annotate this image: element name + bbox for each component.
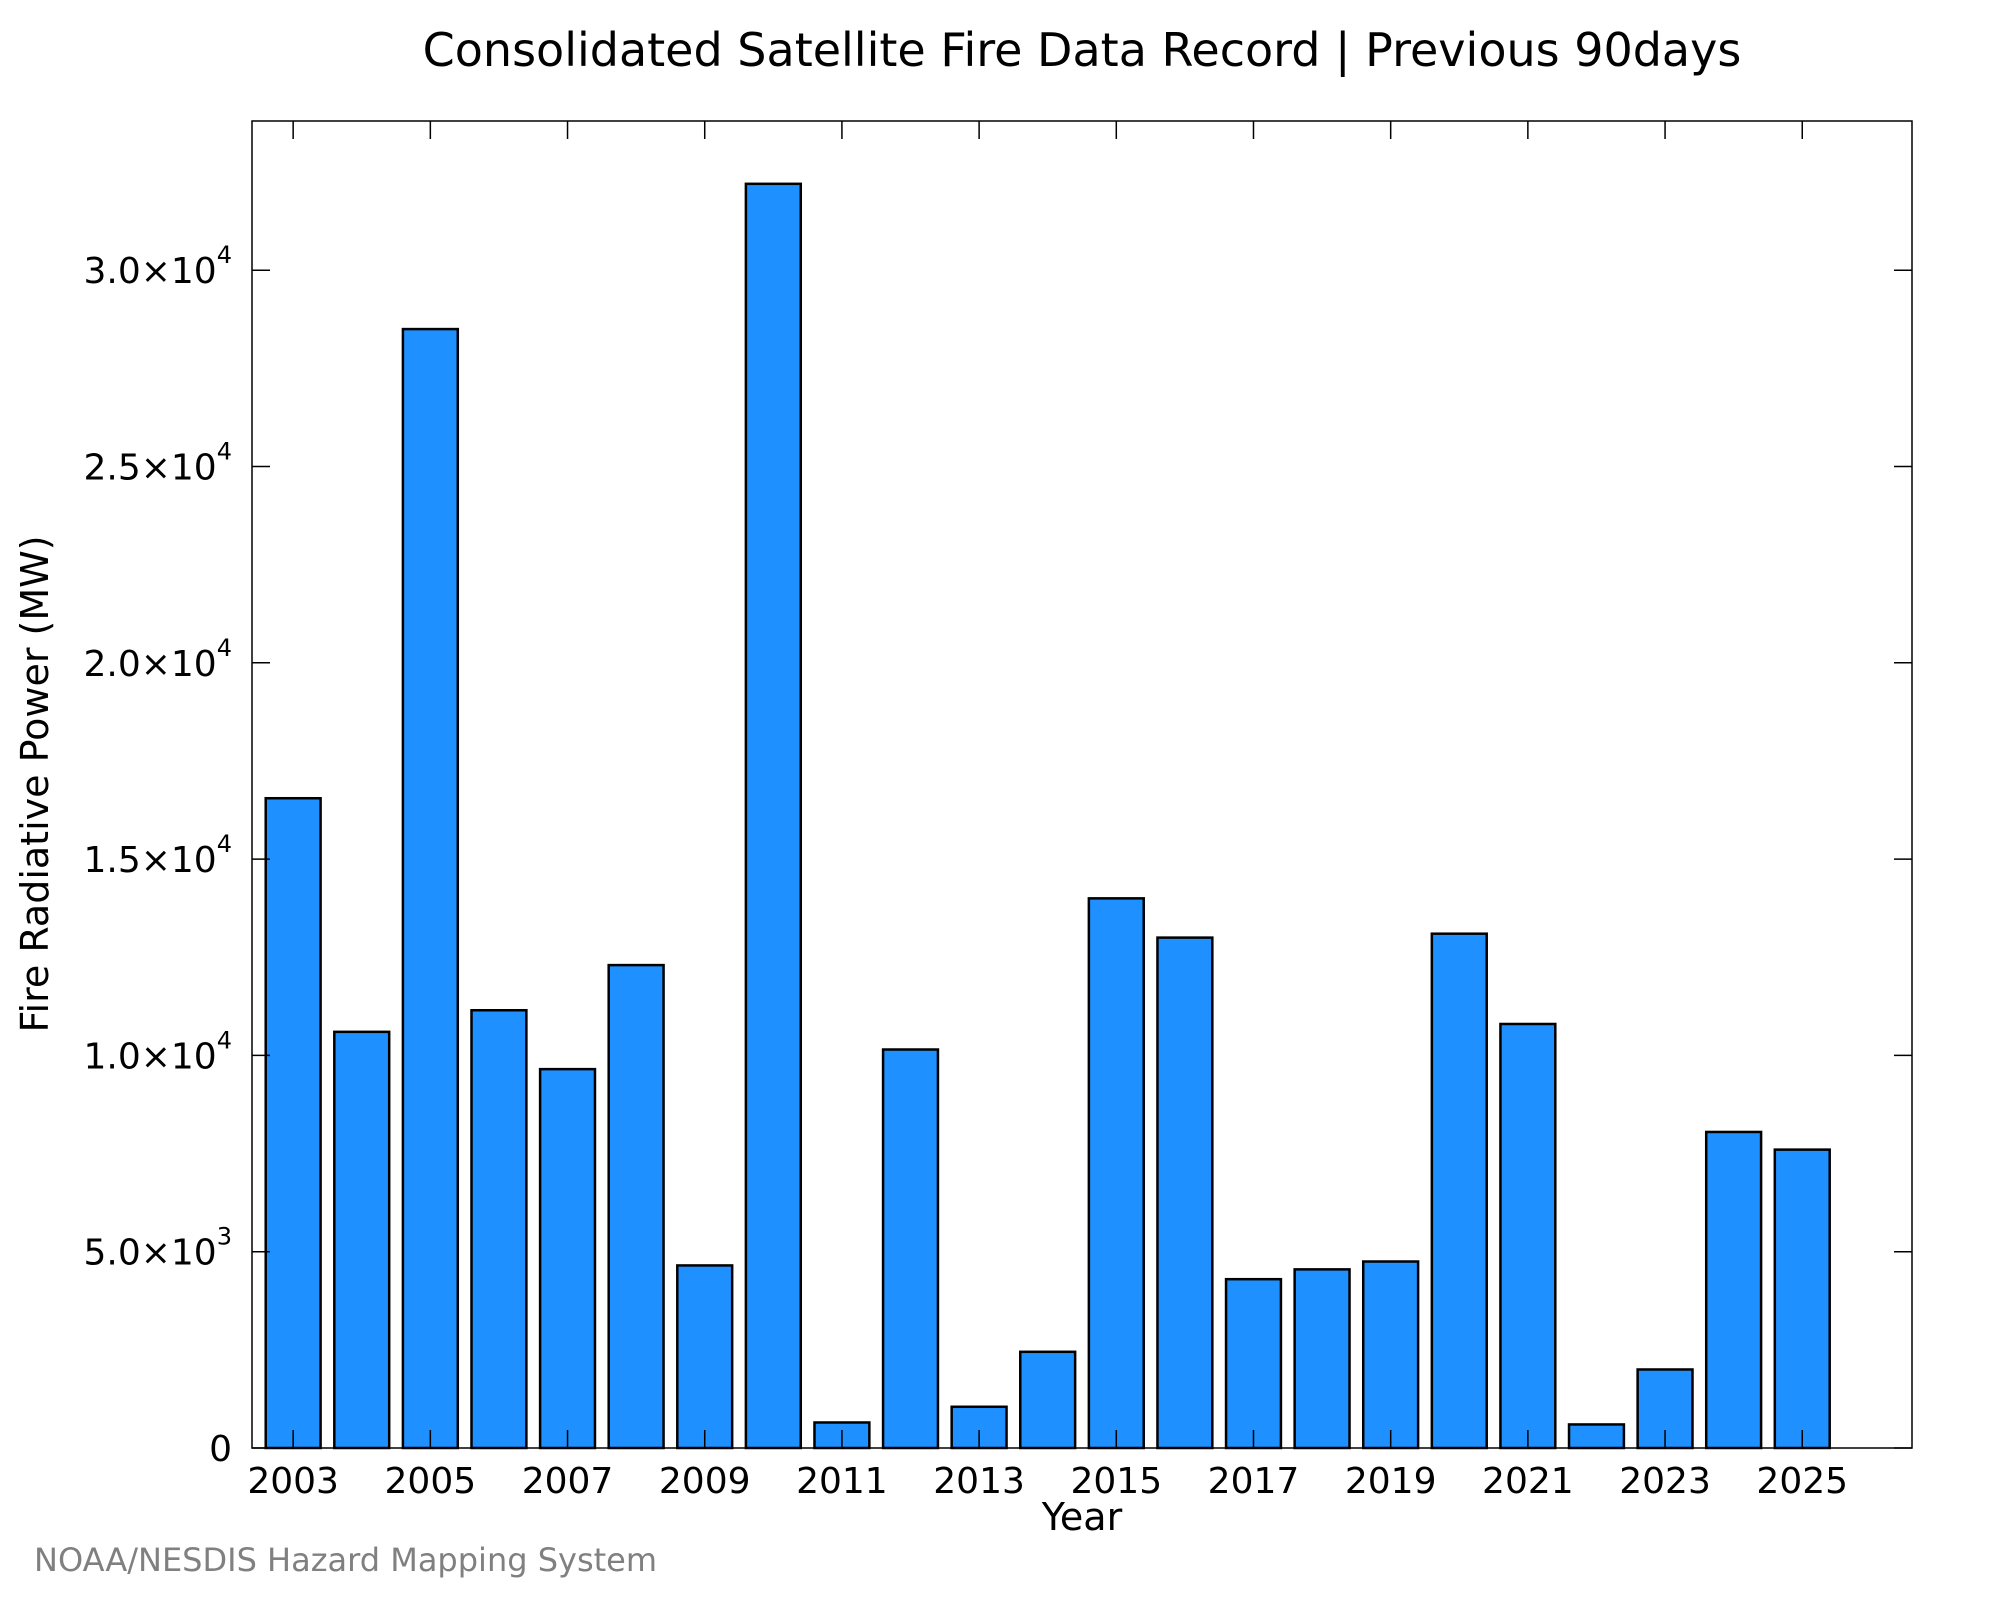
x-tick-label: 2005 <box>385 1461 477 1502</box>
x-tick-label: 2021 <box>1482 1461 1574 1502</box>
y-tick-label: 2.0×104 <box>83 634 232 685</box>
bar-2018 <box>1293 1268 1351 1450</box>
bar-2019 <box>1361 1260 1420 1450</box>
bar-2021 <box>1499 1022 1557 1450</box>
x-tick-label: 2003 <box>247 1461 339 1502</box>
x-tick-label: 2023 <box>1619 1461 1711 1502</box>
bar-2005 <box>401 327 460 1450</box>
y-tick-label: 5.0×103 <box>83 1223 232 1274</box>
bar-2007 <box>538 1067 597 1450</box>
bar-2014 <box>1019 1350 1077 1450</box>
chart-title: Consolidated Satellite Fire Data Record … <box>423 23 1742 78</box>
bars-group <box>264 182 1831 1450</box>
bar-2009 <box>676 1264 734 1450</box>
y-axis-label: Fire Radiative Power (MW) <box>13 535 57 1032</box>
bar-2004 <box>333 1030 391 1450</box>
bar-2020 <box>1430 932 1488 1450</box>
x-tick-label: 2015 <box>1070 1461 1162 1502</box>
y-tick-label: 1.0×104 <box>83 1026 232 1077</box>
footer-credit: NOAA/NESDIS Hazard Mapping System <box>34 1541 657 1579</box>
bar-2012 <box>881 1048 940 1450</box>
bar-2003 <box>264 796 322 1450</box>
x-axis-label: Year <box>1041 1495 1123 1539</box>
x-tick-label: 2019 <box>1345 1461 1437 1502</box>
bar-2008 <box>607 963 665 1450</box>
bar-2016 <box>1156 936 1214 1450</box>
x-tick-label: 2025 <box>1756 1461 1848 1502</box>
bar-2022 <box>1567 1423 1626 1450</box>
bar-2010 <box>744 182 803 1450</box>
y-tick-label: 0 <box>209 1429 232 1470</box>
bar-2017 <box>1224 1277 1283 1450</box>
x-axis: 2003 2005 2007 2009 2011 2013 2015 2017 2019 2021… <box>247 121 1848 1502</box>
bar-2024 <box>1704 1130 1763 1450</box>
y-tick-label: 2.5×104 <box>83 437 232 488</box>
x-tick-label: 2017 <box>1208 1461 1300 1502</box>
x-tick-label: 2011 <box>796 1461 888 1502</box>
plot-frame <box>251 120 1913 1449</box>
y-tick-label: 1.5×104 <box>83 830 232 881</box>
bar-2025 <box>1773 1148 1831 1450</box>
bar-2006 <box>470 1008 528 1450</box>
y-axis: 0 5.0×103 1.0×104 1.5×104 2.0×104 2.5×104 3.0×… <box>83 241 1912 1470</box>
x-tick-label: 2009 <box>659 1461 751 1502</box>
y-tick-label: 3.0×104 <box>83 241 232 292</box>
bar-2015 <box>1087 897 1145 1450</box>
x-tick-label: 2013 <box>933 1461 1025 1502</box>
x-tick-label: 2007 <box>522 1461 614 1502</box>
